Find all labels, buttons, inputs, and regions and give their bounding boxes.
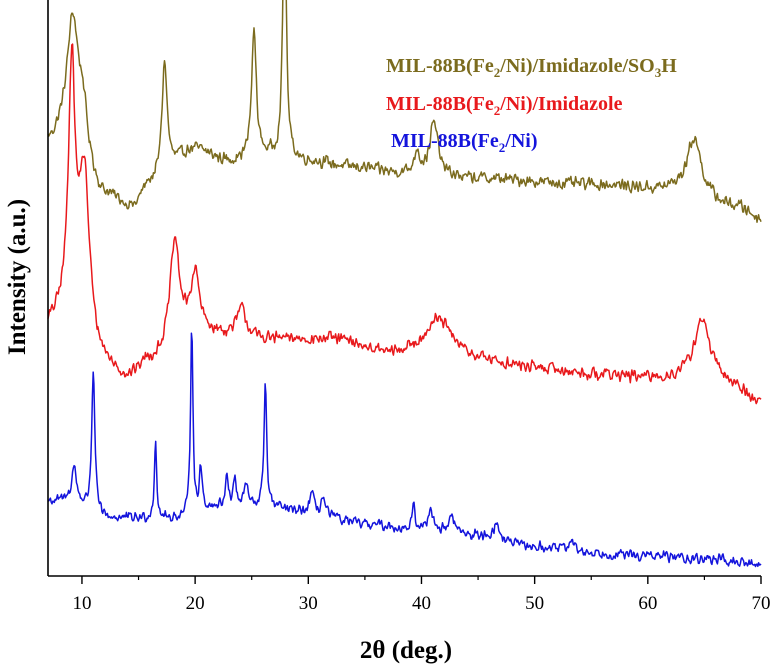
- y-axis-title: Intensity (a.u.): [4, 199, 31, 355]
- x-tick-label: 30: [299, 593, 318, 614]
- series-line-1: [47, 0, 762, 223]
- plot-area: [47, 0, 762, 568]
- axes: 10 20 30 40 50 60 70: [47, 0, 771, 614]
- x-tick-label: 20: [186, 593, 205, 614]
- x-tick-label: 60: [638, 593, 657, 614]
- series-line-3: [47, 332, 762, 568]
- x-tick-label: 70: [752, 593, 771, 614]
- x-tick-label: 10: [72, 593, 91, 614]
- x-tick-label: 40: [412, 593, 431, 614]
- x-axis-title: 2θ (deg.): [360, 637, 452, 664]
- legend-entry-1: MIL-88B(Fe2/Ni)/Imidazole/SO3H: [386, 55, 677, 80]
- series-line-2: [47, 43, 762, 405]
- x-tick-label: 50: [525, 593, 544, 614]
- legend-entry-2: MIL-88B(Fe2/Ni)/Imidazole: [386, 93, 623, 118]
- legend-entry-3: MIL-88B(Fe2/Ni): [391, 130, 537, 155]
- legend: MIL-88B(Fe2/Ni)/Imidazole/SO3H MIL-88B(Fe…: [386, 55, 677, 155]
